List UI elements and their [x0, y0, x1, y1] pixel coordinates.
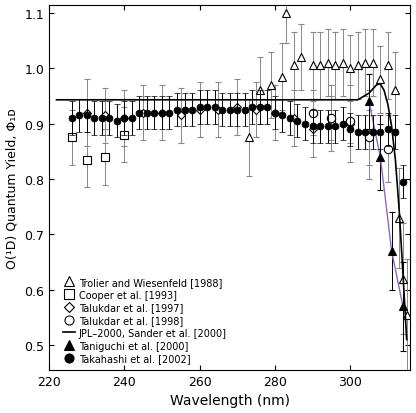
JPL–2000, Sander et al. [2000]: [54, 98, 59, 103]
JPL–2000, Sander et al. [2000]: [385, 102, 390, 107]
JPL–2000, Sander et al. [2000]: [401, 271, 406, 276]
JPL–2000, Sander et al. [2000]: [381, 89, 386, 94]
Line: JPL–2000, Sander et al. [2000]: JPL–2000, Sander et al. [2000]: [57, 85, 407, 340]
JPL–2000, Sander et al. [2000]: [355, 98, 360, 103]
JPL–2000, Sander et al. [2000]: [378, 82, 383, 87]
JPL–2000, Sander et al. [2000]: [374, 83, 379, 88]
Legend: Trolier and Wiesenfeld [1988], Cooper et al. [1993], Talukdar et al. [1997], Tal: Trolier and Wiesenfeld [1988], Cooper et…: [61, 275, 228, 365]
JPL–2000, Sander et al. [2000]: [393, 158, 398, 163]
JPL–2000, Sander et al. [2000]: [366, 91, 371, 96]
X-axis label: Wavelength (nm): Wavelength (nm): [170, 394, 290, 408]
JPL–2000, Sander et al. [2000]: [389, 125, 394, 130]
JPL–2000, Sander et al. [2000]: [396, 207, 401, 212]
JPL–2000, Sander et al. [2000]: [404, 337, 409, 342]
Y-axis label: O(¹D) Quantum Yield, Φ₁ᴅ: O(¹D) Quantum Yield, Φ₁ᴅ: [5, 108, 19, 268]
